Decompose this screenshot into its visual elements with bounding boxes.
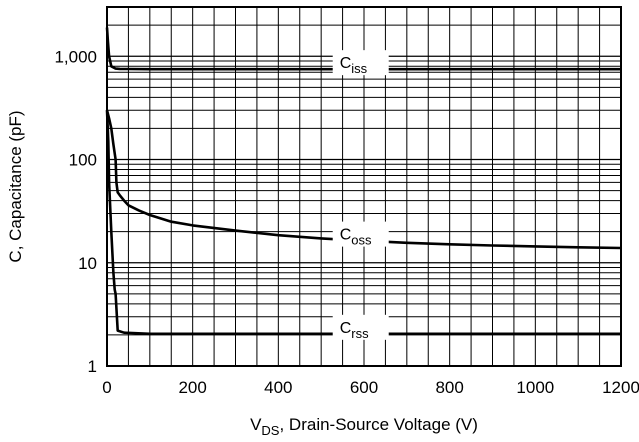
series-label-main: C (340, 55, 352, 72)
series-label-sub: oss (351, 233, 372, 248)
x-tick-label: 400 (264, 378, 292, 397)
x-axis-title-sub: DS (261, 423, 279, 438)
series-label-crss: Crss (340, 320, 369, 341)
series-label-main: C (340, 227, 352, 244)
x-tick-label: 800 (435, 378, 463, 397)
series-label-bg (332, 221, 389, 247)
series-label-sub: rss (351, 326, 369, 341)
y-tick-label: 1 (88, 357, 97, 376)
series-line-coss (105, 109, 622, 250)
y-tick-label: 1,000 (54, 47, 97, 66)
tick-labels: 0 200 400 600 800 1000 1200 1 10 100 1,000 (54, 47, 639, 397)
x-tick-label: 1000 (516, 378, 554, 397)
series-label-sub: iss (351, 61, 367, 76)
x-axis-title-main: V (250, 415, 262, 434)
plot-frame (106, 6, 622, 367)
series-label-ciss: Ciss (340, 55, 368, 76)
x-tick-label: 1200 (602, 378, 639, 397)
y-tick-label: 10 (78, 254, 97, 273)
series-line-crss (105, 110, 621, 336)
series-label-main: C (340, 320, 352, 337)
x-tick-label: 0 (102, 378, 111, 397)
y-tick-label: 100 (69, 151, 97, 170)
x-axis-title-rest: , Drain-Source Voltage (V) (279, 415, 477, 434)
series-label-bg (332, 314, 389, 340)
series-label-bg (332, 50, 389, 76)
y-axis-title: C, Capacitance (pF) (6, 110, 25, 262)
x-tick-label: 600 (350, 378, 378, 397)
series-line-ciss (105, 27, 621, 71)
x-tick-label: 200 (178, 378, 206, 397)
series-label-coss: Coss (340, 227, 372, 248)
x-axis-title: VDS, Drain-Source Voltage (V) (250, 415, 478, 438)
series-group (105, 27, 622, 336)
